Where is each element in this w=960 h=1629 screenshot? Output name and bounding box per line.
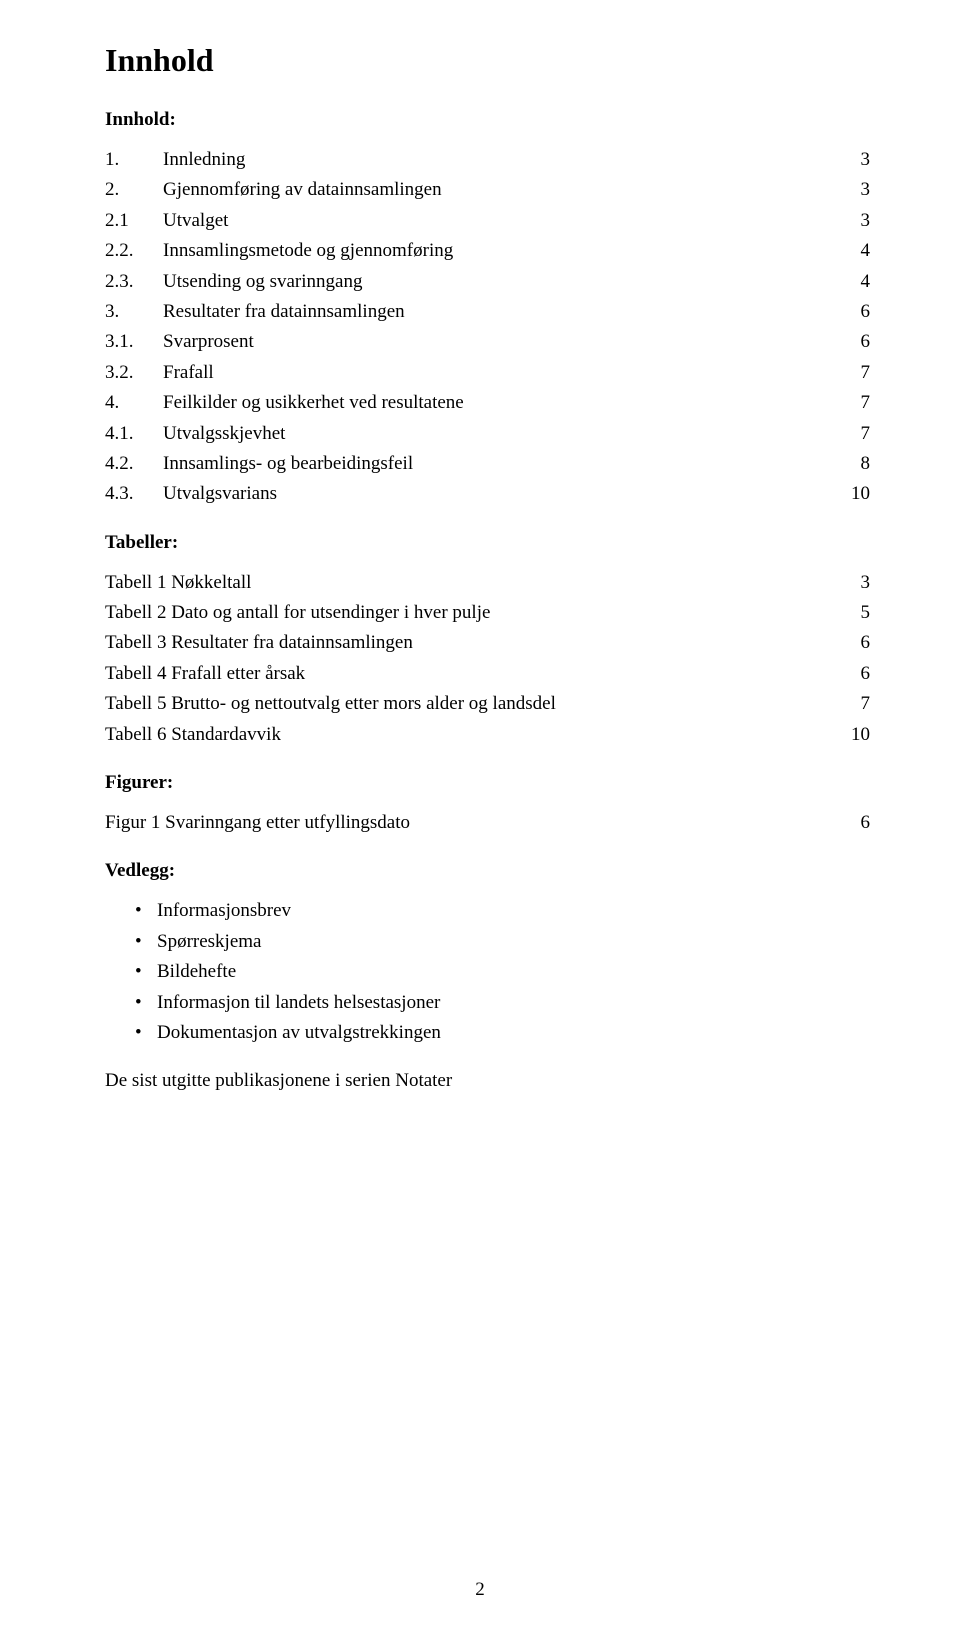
page: Innhold Innhold: 1. Innledning 3 2. Gjen… (0, 0, 960, 1629)
section-heading-figurer: Figurer: (105, 772, 870, 794)
toc-row: Figur 1 Svarinngang etter utfyllingsdato… (105, 808, 870, 838)
toc-row: Tabell 1 Nøkkeltall 3 (105, 568, 870, 598)
toc-page: 7 (842, 419, 870, 449)
toc-page: 3 (842, 568, 870, 598)
section-heading-vedlegg: Vedlegg: (105, 860, 870, 882)
toc-page: 6 (842, 659, 870, 689)
toc-page: 7 (842, 388, 870, 418)
vedlegg-item: Spørreskjema (135, 927, 870, 957)
toc-label: Frafall (163, 358, 214, 388)
toc-num: 2. (105, 175, 163, 205)
toc-page: 4 (842, 267, 870, 297)
toc-row: 2.1 Utvalget 3 (105, 206, 870, 236)
toc-num: 2.3. (105, 267, 163, 297)
toc-label: Utvalgsvarians (163, 479, 277, 509)
toc-row: Tabell 4 Frafall etter årsak 6 (105, 659, 870, 689)
toc-row: 4.1. Utvalgsskjevhet 7 (105, 419, 870, 449)
toc-page: 7 (842, 358, 870, 388)
toc-row: 3. Resultater fra datainnsamlingen 6 (105, 297, 870, 327)
toc-label: Feilkilder og usikkerhet ved resultatene (163, 388, 464, 418)
closing-line: De sist utgitte publikasjonene i serien … (105, 1070, 870, 1092)
toc-page: 5 (842, 598, 870, 628)
toc-page: 6 (842, 808, 870, 838)
toc-label: Innsamlings- og bearbeidingsfeil (163, 449, 413, 479)
toc-row: 4. Feilkilder og usikkerhet ved resultat… (105, 388, 870, 418)
toc-row: Tabell 2 Dato og antall for utsendinger … (105, 598, 870, 628)
vedlegg-item: Informasjon til landets helsestasjoner (135, 988, 870, 1018)
toc-page: 3 (842, 145, 870, 175)
toc-label: Utvalget (163, 206, 228, 236)
toc-num: 4.3. (105, 479, 163, 509)
toc-label: Figur 1 Svarinngang etter utfyllingsdato (105, 808, 410, 838)
toc-row: 4.3. Utvalgsvarians 10 (105, 479, 870, 509)
toc-row: Tabell 5 Brutto- og nettoutvalg etter mo… (105, 689, 870, 719)
vedlegg-item: Bildehefte (135, 957, 870, 987)
toc-figurer: Figur 1 Svarinngang etter utfyllingsdato… (105, 808, 870, 838)
vedlegg-item: Informasjonsbrev (135, 896, 870, 926)
toc-row: 3.1. Svarprosent 6 (105, 327, 870, 357)
toc-page: 3 (842, 206, 870, 236)
toc-num: 4. (105, 388, 163, 418)
section-heading-innhold: Innhold: (105, 109, 870, 131)
toc-row: 2.3. Utsending og svarinngang 4 (105, 267, 870, 297)
toc-row: 4.2. Innsamlings- og bearbeidingsfeil 8 (105, 449, 870, 479)
toc-page: 6 (842, 327, 870, 357)
toc-label: Utvalgsskjevhet (163, 419, 285, 449)
toc-page: 10 (842, 479, 870, 509)
toc-page: 10 (842, 720, 870, 750)
vedlegg-item: Dokumentasjon av utvalgstrekkingen (135, 1018, 870, 1048)
toc-tabeller: Tabell 1 Nøkkeltall 3 Tabell 2 Dato og a… (105, 568, 870, 750)
vedlegg-list: Informasjonsbrev Spørreskjema Bildehefte… (135, 896, 870, 1048)
toc-num: 2.2. (105, 236, 163, 266)
toc-num: 3.2. (105, 358, 163, 388)
toc-label: Resultater fra datainnsamlingen (163, 297, 405, 327)
toc-row: 2.2. Innsamlingsmetode og gjennomføring … (105, 236, 870, 266)
page-number: 2 (0, 1579, 960, 1601)
toc-page: 3 (842, 175, 870, 205)
toc-num: 4.1. (105, 419, 163, 449)
toc-row: Tabell 6 Standardavvik 10 (105, 720, 870, 750)
toc-row: 1. Innledning 3 (105, 145, 870, 175)
toc-page: 6 (842, 628, 870, 658)
toc-label: Innledning (163, 145, 245, 175)
toc-label: Innsamlingsmetode og gjennomføring (163, 236, 453, 266)
toc-label: Tabell 4 Frafall etter årsak (105, 659, 305, 689)
toc-innhold: 1. Innledning 3 2. Gjennomføring av data… (105, 145, 870, 510)
toc-row: 3.2. Frafall 7 (105, 358, 870, 388)
toc-page: 4 (842, 236, 870, 266)
toc-page: 7 (842, 689, 870, 719)
toc-label: Svarprosent (163, 327, 254, 357)
toc-label: Gjennomføring av datainnsamlingen (163, 175, 442, 205)
toc-row: 2. Gjennomføring av datainnsamlingen 3 (105, 175, 870, 205)
toc-label: Tabell 1 Nøkkeltall (105, 568, 251, 598)
page-title: Innhold (105, 42, 870, 79)
section-heading-tabeller: Tabeller: (105, 532, 870, 554)
toc-num: 1. (105, 145, 163, 175)
toc-num: 3.1. (105, 327, 163, 357)
toc-num: 2.1 (105, 206, 163, 236)
toc-label: Tabell 2 Dato og antall for utsendinger … (105, 598, 490, 628)
toc-label: Tabell 6 Standardavvik (105, 720, 281, 750)
toc-page: 8 (842, 449, 870, 479)
toc-row: Tabell 3 Resultater fra datainnsamlingen… (105, 628, 870, 658)
toc-page: 6 (842, 297, 870, 327)
toc-label: Tabell 5 Brutto- og nettoutvalg etter mo… (105, 689, 556, 719)
toc-label: Utsending og svarinngang (163, 267, 362, 297)
toc-label: Tabell 3 Resultater fra datainnsamlingen (105, 628, 413, 658)
toc-num: 4.2. (105, 449, 163, 479)
toc-num: 3. (105, 297, 163, 327)
